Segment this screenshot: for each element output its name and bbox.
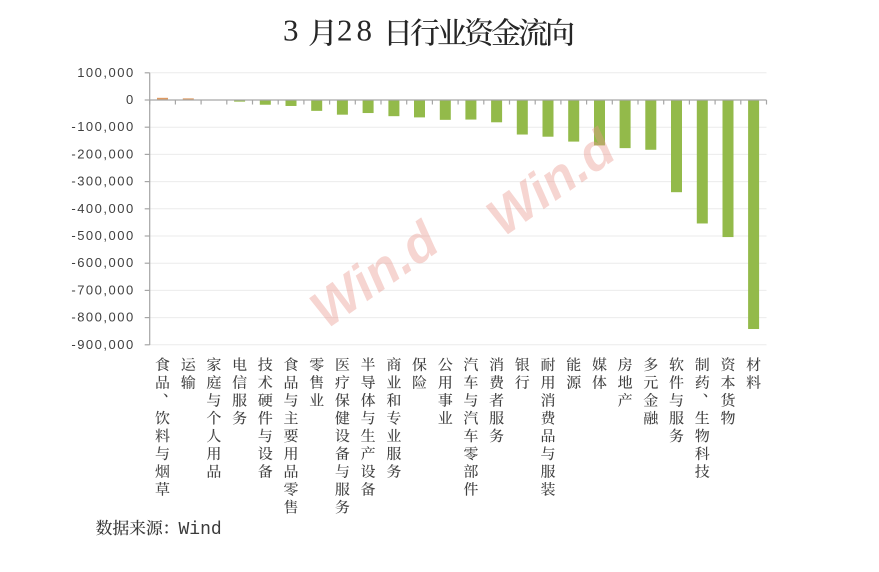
svg-text:-300,000: -300,000	[71, 174, 134, 189]
svg-text:100,000: 100,000	[77, 65, 135, 80]
svg-text:-200,000: -200,000	[71, 146, 134, 161]
svg-text:Wind: Wind	[179, 520, 222, 540]
svg-text:-400,000: -400,000	[71, 201, 134, 216]
svg-text:2: 2	[337, 13, 353, 48]
svg-text:8: 8	[357, 13, 373, 48]
svg-text:-600,000: -600,000	[71, 255, 134, 270]
svg-text:3: 3	[283, 13, 299, 48]
svg-text:-800,000: -800,000	[71, 310, 134, 325]
svg-text:-900,000: -900,000	[71, 337, 134, 352]
svg-text:-500,000: -500,000	[71, 228, 134, 243]
svg-text:-100,000: -100,000	[71, 119, 134, 134]
svg-text:0: 0	[126, 92, 135, 107]
svg-text:-700,000: -700,000	[71, 282, 134, 297]
